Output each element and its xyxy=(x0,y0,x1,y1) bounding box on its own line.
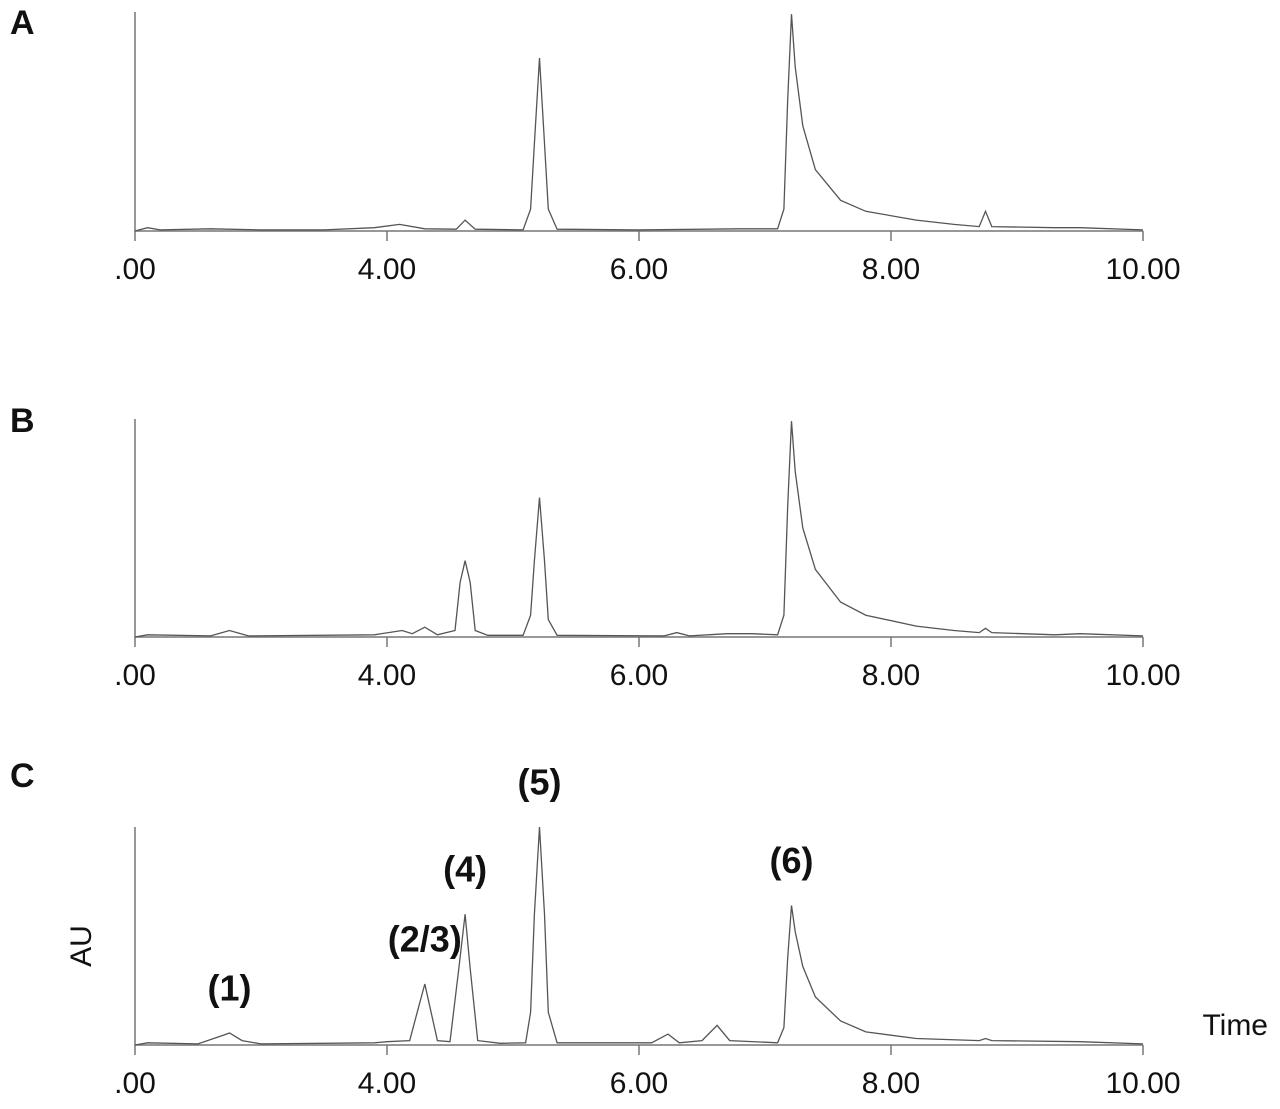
x-tick-label: 4.00 xyxy=(358,659,416,692)
peak-annotation: (2/3) xyxy=(388,918,462,959)
x-tick-label: .00 xyxy=(114,1067,156,1100)
x-tick-label: 8.00 xyxy=(862,1067,920,1100)
x-tick-label: 8.00 xyxy=(862,659,920,692)
panel-label: A xyxy=(10,4,35,42)
trace xyxy=(134,421,1144,638)
x-tick-label: 4.00 xyxy=(358,1067,416,1100)
trace xyxy=(134,826,1144,1046)
x-tick-label: 8.00 xyxy=(862,253,920,286)
x-tick-label: 10.00 xyxy=(1105,1067,1180,1100)
panel-label: C xyxy=(10,757,35,795)
x-tick-label: 10.00 xyxy=(1105,659,1180,692)
x-tick-label: .00 xyxy=(114,253,156,286)
x-axis-label: Time xyxy=(1202,1009,1268,1042)
x-tick-label: 10.00 xyxy=(1105,253,1180,286)
peak-annotation: (4) xyxy=(443,849,487,890)
y-axis-label: AU xyxy=(65,925,98,967)
x-tick-label: .00 xyxy=(114,659,156,692)
panel-label: B xyxy=(10,402,35,440)
x-tick-label: 6.00 xyxy=(610,659,668,692)
peak-annotation: (6) xyxy=(769,840,813,881)
x-tick-label: 6.00 xyxy=(610,253,668,286)
peak-annotation: (5) xyxy=(517,762,561,803)
x-tick-label: 6.00 xyxy=(610,1067,668,1100)
x-tick-label: 4.00 xyxy=(358,253,416,286)
trace xyxy=(134,14,1144,232)
peak-annotation: (1) xyxy=(208,968,252,1009)
